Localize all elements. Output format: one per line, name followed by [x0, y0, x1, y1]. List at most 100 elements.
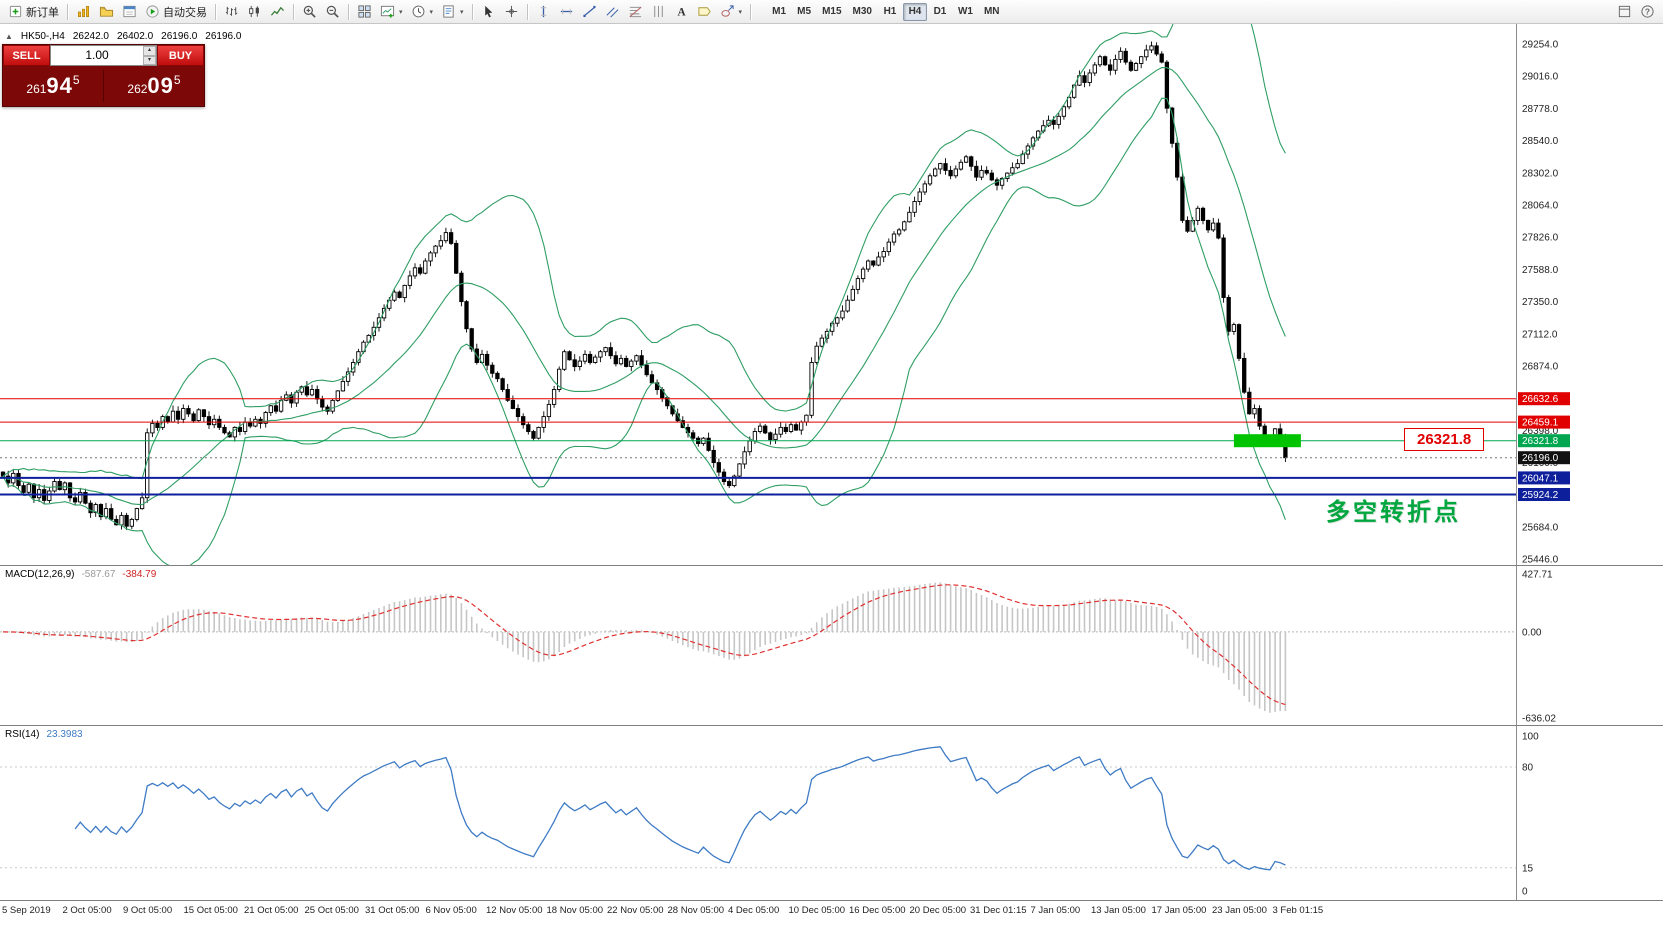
new-chart-button[interactable]: ▾	[376, 2, 407, 22]
text-button[interactable]: A	[670, 2, 693, 22]
timeframe-w1-button[interactable]: W1	[953, 3, 978, 21]
market-watch-button[interactable]	[72, 2, 95, 22]
macd-main-value: -587.67	[81, 569, 116, 580]
price-chart-canvas[interactable]: 29254.0 29016.0 28778.0 28540.0 28302.0 28064…	[0, 24, 1663, 565]
timeframe-mn-button[interactable]: MN	[979, 3, 1005, 21]
timeframe-bar: M1 M5 M15 M30 H1 H4 D1 W1 MN	[767, 0, 1004, 23]
profiles-button[interactable]	[95, 2, 118, 22]
bollinger-bands	[2, 24, 1286, 565]
time-axis-label: 13 Jan 05:00	[1091, 905, 1146, 916]
price-scale[interactable]: 29254.0 29016.0 28778.0 28540.0 28302.0 28064…	[1518, 40, 1570, 566]
candles-icon	[249, 5, 259, 18]
cursor-button[interactable]	[477, 2, 500, 22]
macd-canvas[interactable]: 427.71 0.00 -636.02	[0, 566, 1663, 726]
bollinger-upper	[2, 24, 1286, 480]
buy-button[interactable]: BUY	[157, 45, 204, 66]
time-axis-label: 2 Oct 05:00	[62, 905, 112, 916]
buy-price[interactable]: 262095	[104, 73, 204, 99]
fibo-icon	[629, 6, 641, 18]
ohlc-high: 26402.0	[116, 31, 154, 42]
time-axis-label: 15 Oct 05:00	[183, 905, 238, 916]
periods-button[interactable]: ▾	[407, 2, 438, 22]
rsi-line	[74, 746, 1286, 871]
autotrading-button[interactable]: 自动交易	[141, 2, 211, 22]
vline-icon	[540, 5, 546, 18]
timeframe-d1-button[interactable]: D1	[928, 3, 952, 21]
toolbar-items: 新订单 自动交易 ▾ ▾ ▾ A ▾	[4, 0, 755, 23]
time-axis[interactable]: 5 Sep 2019 2 Oct 05:00 9 Oct 05:00 15 Oct 0…	[0, 900, 1663, 922]
autotrading-icon	[146, 5, 159, 18]
label-icon	[697, 7, 711, 16]
timeframe-h4-button[interactable]: H4	[902, 2, 927, 21]
trendline-button[interactable]	[578, 2, 601, 22]
shapes-icon	[720, 5, 734, 17]
rsi-label: RSI(14) 23.3983	[5, 729, 83, 740]
fibonacci-button[interactable]	[624, 2, 647, 22]
bars-icon	[225, 6, 238, 16]
dropdown-caret-icon: ▾	[399, 8, 403, 16]
crosshair-button[interactable]	[500, 2, 523, 22]
ohlc-close: 26196.0	[205, 31, 242, 42]
zoom-in-icon	[303, 5, 316, 18]
period-icon	[412, 5, 424, 18]
buy-price-int: 262	[127, 82, 148, 96]
one-click-toggle[interactable]: ▲	[5, 32, 13, 41]
cycles-icon	[653, 5, 663, 18]
horizontal-line-button[interactable]	[555, 2, 578, 22]
bar-chart-button[interactable]	[220, 2, 243, 22]
bottom-margin	[0, 922, 1663, 949]
time-axis-label: 9 Oct 05:00	[123, 905, 173, 916]
rsi-scale-tick: 100	[1522, 732, 1539, 743]
sell-button[interactable]: SELL	[3, 45, 50, 66]
equidistant-channel-button[interactable]	[601, 2, 624, 22]
fullscreen-button[interactable]	[1613, 2, 1636, 22]
sell-price[interactable]: 261945	[3, 73, 103, 99]
tile-windows-button[interactable]	[353, 2, 376, 22]
sell-price-pips: 94	[46, 73, 73, 98]
rsi-scale-tick: 0	[1522, 887, 1528, 898]
timeframe-h1-button[interactable]: H1	[878, 3, 902, 21]
bollinger-lower	[2, 97, 1286, 565]
price-scale-level-label	[1518, 488, 1570, 501]
cycle-lines-button[interactable]	[647, 2, 670, 22]
zoom-out-button[interactable]	[321, 2, 344, 22]
timeframe-m15-button[interactable]: M15	[817, 3, 846, 21]
volume-increase-button[interactable]: ▴	[143, 46, 156, 56]
macd-pane: 427.71 0.00 -636.02 MACD(12,26,9) -587.67 …	[0, 565, 1663, 726]
time-axis-label: 20 Dec 05:00	[909, 905, 967, 916]
price-scale-tick: 27826.0	[1522, 233, 1559, 244]
timeframe-m5-button[interactable]: M5	[792, 3, 816, 21]
data-window-button[interactable]	[118, 2, 141, 22]
price-highlight-box[interactable]	[1233, 434, 1301, 448]
volume-stepper[interactable]: 1.00 ▴ ▾	[50, 45, 157, 66]
timeframe-m30-button[interactable]: M30	[848, 3, 877, 21]
timeframe-m1-button[interactable]: M1	[767, 3, 791, 21]
price-scale-tick: 26398.0	[1522, 426, 1559, 437]
help-button[interactable]: ?	[1636, 2, 1659, 22]
vertical-line-button[interactable]	[532, 2, 555, 22]
new-order-button[interactable]: 新订单	[4, 2, 63, 22]
candlestick-chart-button[interactable]	[243, 2, 266, 22]
time-axis-label: 25 Oct 05:00	[304, 905, 359, 916]
macd-name: MACD(12,26,9)	[5, 569, 75, 580]
time-axis-label: 28 Nov 05:00	[667, 905, 725, 916]
price-scale-level-text: 26196.0	[1522, 453, 1559, 464]
buy-price-pips: 09	[147, 73, 174, 98]
zoom-in-button[interactable]	[298, 2, 321, 22]
new-order-button-label: 新订单	[26, 6, 59, 19]
price-scale-level-label	[1518, 471, 1570, 485]
rsi-canvas[interactable]: 100 80 15 0	[0, 726, 1663, 901]
dropdown-caret-icon: ▾	[738, 8, 743, 16]
volume-value: 1.00	[85, 48, 109, 62]
price-callout: 26321.8	[1404, 428, 1485, 451]
arrows-button[interactable]: ▾	[716, 2, 747, 22]
templates-button[interactable]: ▾	[437, 2, 468, 22]
line-chart-button[interactable]	[266, 2, 289, 22]
tile-icon	[358, 5, 371, 18]
zoom-out-icon	[326, 5, 339, 18]
time-axis-label: 31 Dec 01:15	[970, 905, 1027, 916]
symbol-title: HK50-,H4	[20, 31, 65, 42]
volume-decrease-button[interactable]: ▾	[143, 55, 156, 65]
text-label-button[interactable]	[693, 2, 716, 22]
help-icon: ?	[1641, 5, 1654, 18]
